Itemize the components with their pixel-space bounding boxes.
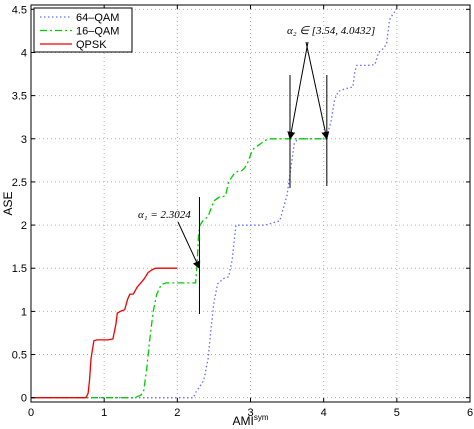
y-tick-label: 2.5 bbox=[12, 177, 27, 189]
x-tick-label: 3 bbox=[247, 407, 253, 419]
series-layer bbox=[31, 8, 398, 399]
series-line-1 bbox=[31, 138, 327, 399]
alpha2-arrow-high bbox=[305, 41, 330, 140]
x-ticks: 0 1 2 3 4 5 6 bbox=[28, 5, 473, 419]
y-ticks: 0 0.5 1 1.5 2 2.5 3 3.5 4 4.5 bbox=[12, 4, 470, 405]
x-tick-label: 0 bbox=[28, 407, 34, 419]
x-tick-label: 1 bbox=[101, 407, 107, 419]
legend-label: QPSK bbox=[76, 39, 107, 51]
x-tick-label: 6 bbox=[467, 407, 473, 419]
alpha2-label: α₂ ∈ [3.54, 4.0432] bbox=[287, 25, 375, 37]
x-tick-label: 4 bbox=[321, 407, 327, 419]
series-line-0 bbox=[31, 8, 398, 399]
alpha1-label: α₁ = 2.3024 bbox=[138, 209, 191, 221]
alpha1-arrow bbox=[177, 221, 201, 270]
axes-box bbox=[30, 4, 471, 403]
y-tick-label: 0.5 bbox=[12, 350, 27, 362]
y-tick-label: 3.5 bbox=[12, 91, 27, 103]
x-tick-label: 5 bbox=[394, 407, 400, 419]
y-tick-label: 2 bbox=[21, 220, 27, 232]
y-tick-label: 4 bbox=[21, 47, 27, 59]
y-axis-label: ASE bbox=[1, 191, 15, 215]
y-tick-label: 4.5 bbox=[12, 4, 27, 16]
legend-label: 64–QAM bbox=[76, 12, 119, 24]
annotations: α₁ = 2.3024 α₂ ∈ [3.54, 4.0432] bbox=[138, 25, 375, 314]
x-axis-label: AMIsym bbox=[232, 413, 268, 428]
alpha2-arrow-low bbox=[287, 41, 309, 140]
y-tick-label: 1 bbox=[21, 306, 27, 318]
y-tick-label: 3 bbox=[21, 134, 27, 146]
y-tick-label: 0 bbox=[21, 393, 27, 405]
legend-label: 16–QAM bbox=[76, 26, 119, 38]
series-line-2 bbox=[31, 267, 178, 399]
x-tick-label: 2 bbox=[174, 407, 180, 419]
y-tick-label: 1.5 bbox=[12, 263, 27, 275]
grid bbox=[31, 5, 470, 402]
